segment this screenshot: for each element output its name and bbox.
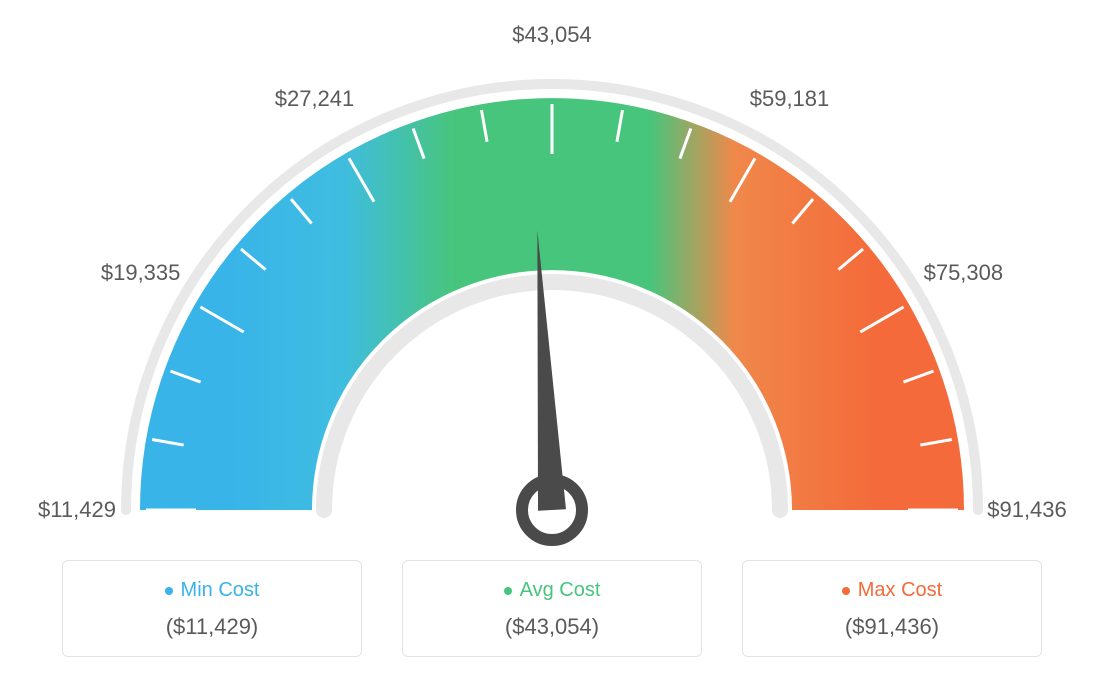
legend-value-min: ($11,429) [63,614,361,640]
dot-icon [165,587,173,595]
legend-card-min: Min Cost ($11,429) [62,560,362,657]
legend-card-avg: Avg Cost ($43,054) [402,560,702,657]
gauge-tick-label: $19,335 [101,260,181,286]
dot-icon [842,587,850,595]
gauge-tick-label: $91,436 [987,497,1067,523]
gauge-tick-label: $11,429 [38,497,116,523]
gauge-tick-label: $27,241 [275,86,355,112]
legend-title-min: Min Cost [63,579,361,602]
gauge-tick-label: $75,308 [924,260,1004,286]
legend-title-max: Max Cost [743,579,1041,602]
legend-title-label: Avg Cost [520,579,601,602]
legend-value-avg: ($43,054) [403,614,701,640]
legend-title-avg: Avg Cost [403,579,701,602]
gauge-tick-label: $59,181 [750,86,830,112]
dot-icon [504,587,512,595]
gauge-tick-label: $43,054 [512,22,592,48]
legend-card-max: Max Cost ($91,436) [742,560,1042,657]
legend-title-label: Min Cost [181,579,260,602]
legend-title-label: Max Cost [858,579,942,602]
legend-row: Min Cost ($11,429) Avg Cost ($43,054) Ma… [0,560,1104,657]
legend-value-max: ($91,436) [743,614,1041,640]
gauge-container: $11,429 $19,335 $27,241 $43,054 $59,181 $75,3… [0,0,1104,560]
